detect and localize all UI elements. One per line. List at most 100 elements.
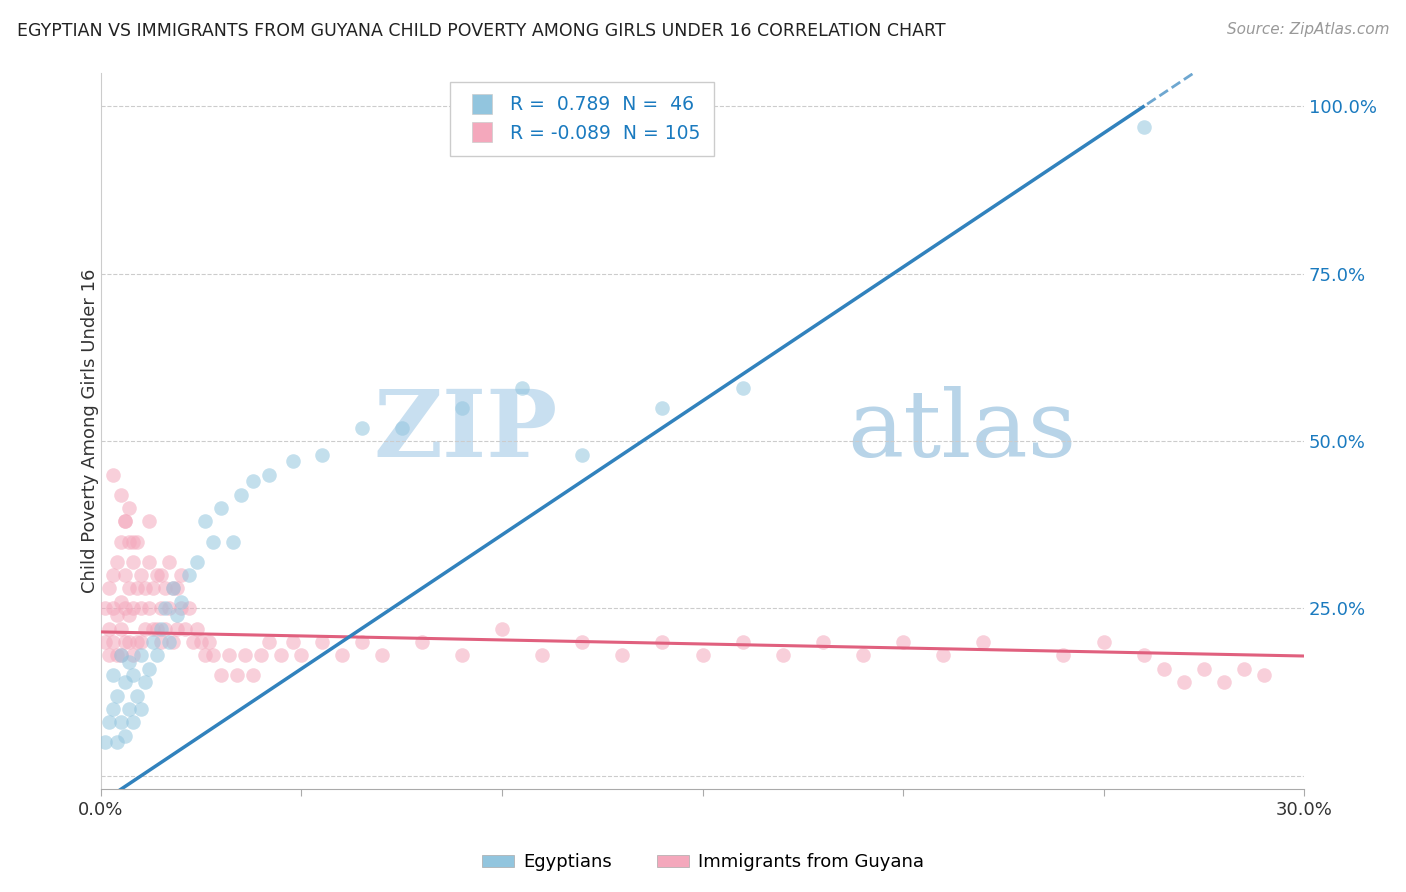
Point <box>129 635 152 649</box>
Point <box>122 601 145 615</box>
Point <box>283 635 305 649</box>
Point <box>125 635 148 649</box>
Point <box>209 668 232 682</box>
Point <box>118 501 141 516</box>
Point <box>98 648 121 663</box>
Point <box>202 534 225 549</box>
Point <box>162 635 184 649</box>
Point <box>125 534 148 549</box>
Point <box>105 555 128 569</box>
Point <box>259 467 281 482</box>
Point <box>571 448 593 462</box>
Point <box>166 608 188 623</box>
Point <box>350 635 373 649</box>
Point <box>110 715 132 730</box>
Point <box>110 488 132 502</box>
Point <box>129 702 152 716</box>
Point <box>122 715 145 730</box>
Point <box>350 421 373 435</box>
Point <box>259 635 281 649</box>
Point <box>150 622 173 636</box>
Point <box>1212 675 1234 690</box>
Point <box>129 601 152 615</box>
Point <box>174 622 197 636</box>
Point <box>153 622 176 636</box>
Point <box>114 601 136 615</box>
Point <box>250 648 273 663</box>
Point <box>134 675 156 690</box>
Point <box>1052 648 1074 663</box>
Point <box>290 648 312 663</box>
Point <box>122 534 145 549</box>
Point <box>179 568 201 582</box>
Point <box>209 501 232 516</box>
Point <box>94 601 117 615</box>
Point <box>166 582 188 596</box>
Point <box>94 735 117 749</box>
Point <box>170 568 193 582</box>
Point <box>932 648 955 663</box>
Point <box>101 467 124 482</box>
Point <box>122 648 145 663</box>
Point <box>101 668 124 682</box>
Point <box>153 582 176 596</box>
Point <box>972 635 994 649</box>
Point <box>283 454 305 468</box>
Point <box>202 648 225 663</box>
Point <box>138 662 160 676</box>
Point <box>101 635 124 649</box>
Text: Source: ZipAtlas.com: Source: ZipAtlas.com <box>1226 22 1389 37</box>
Point <box>110 534 132 549</box>
Point <box>162 582 184 596</box>
Point <box>491 622 513 636</box>
Point <box>105 608 128 623</box>
Point <box>811 635 834 649</box>
Point <box>150 568 173 582</box>
Point <box>138 601 160 615</box>
Point <box>129 568 152 582</box>
Point <box>612 648 634 663</box>
Legend: Egyptians, Immigrants from Guyana: Egyptians, Immigrants from Guyana <box>474 847 932 879</box>
Point <box>110 595 132 609</box>
Point <box>231 488 253 502</box>
Point <box>105 735 128 749</box>
Point <box>157 555 180 569</box>
Point <box>150 635 173 649</box>
Point <box>114 675 136 690</box>
Point <box>114 515 136 529</box>
Point <box>170 601 193 615</box>
Point <box>370 648 392 663</box>
Point <box>451 401 474 415</box>
Text: atlas: atlas <box>846 386 1076 476</box>
Point <box>311 635 333 649</box>
Point <box>226 668 249 682</box>
Point <box>101 702 124 716</box>
Point <box>651 401 673 415</box>
Point <box>179 601 201 615</box>
Point <box>118 534 141 549</box>
Point <box>391 421 413 435</box>
Point <box>1092 635 1115 649</box>
Point <box>233 648 256 663</box>
Point <box>125 582 148 596</box>
Point <box>129 648 152 663</box>
Point <box>157 601 180 615</box>
Point <box>194 648 217 663</box>
Point <box>1253 668 1275 682</box>
Point <box>571 635 593 649</box>
Point <box>134 582 156 596</box>
Point <box>105 689 128 703</box>
Point <box>190 635 212 649</box>
Point <box>731 635 754 649</box>
Point <box>142 635 165 649</box>
Point <box>772 648 794 663</box>
Point <box>105 648 128 663</box>
Point <box>1132 648 1154 663</box>
Point <box>146 568 169 582</box>
Point <box>134 622 156 636</box>
Point <box>122 555 145 569</box>
Point <box>270 648 292 663</box>
Point <box>98 622 121 636</box>
Point <box>118 702 141 716</box>
Point <box>118 608 141 623</box>
